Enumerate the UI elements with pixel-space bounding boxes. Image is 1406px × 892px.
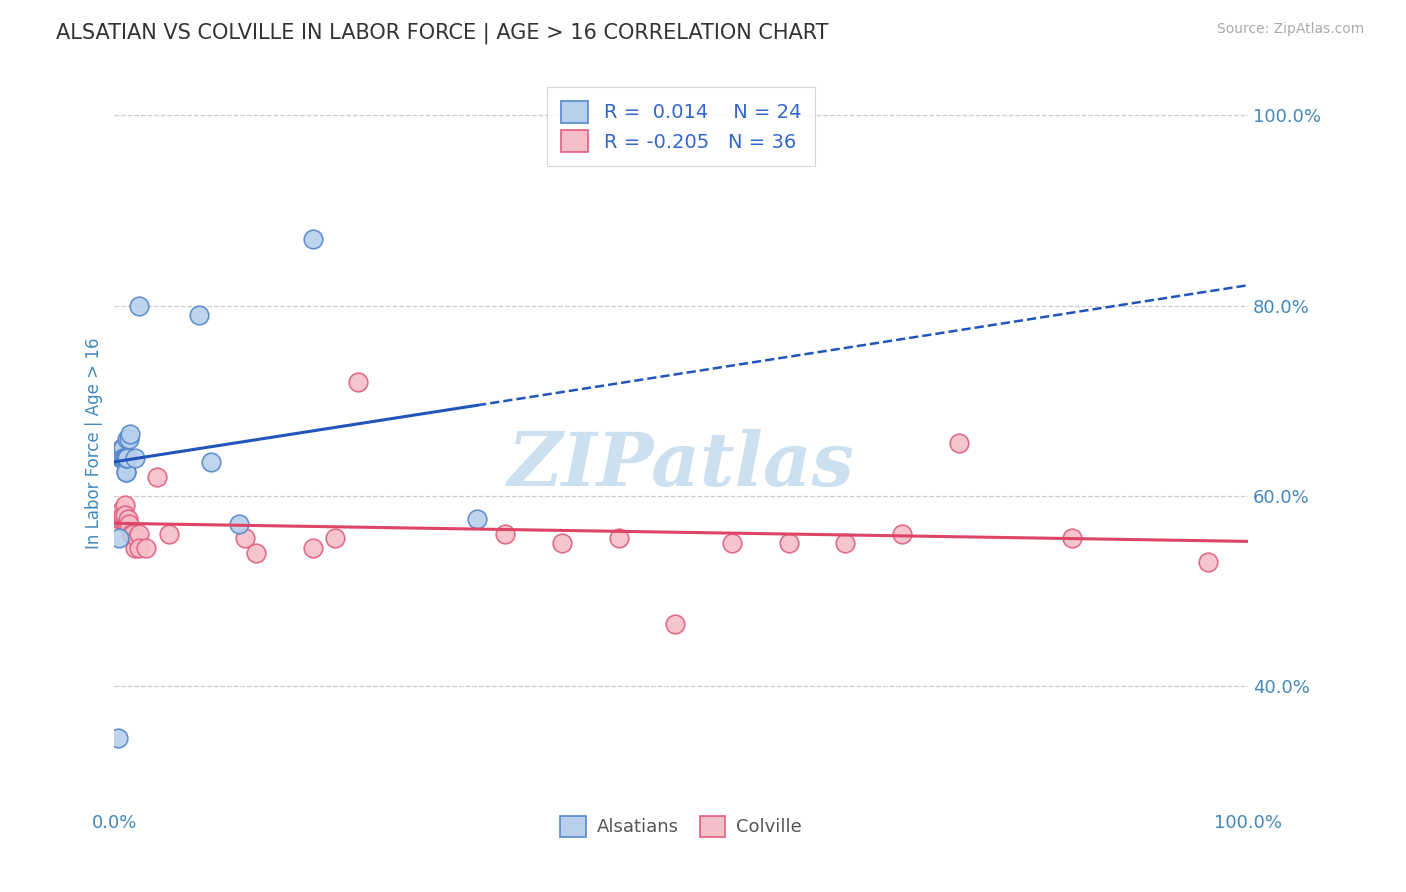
Point xyxy=(114,508,136,522)
Point xyxy=(228,517,250,532)
Point xyxy=(157,526,180,541)
Point xyxy=(120,526,142,541)
Point xyxy=(114,450,136,465)
Point xyxy=(114,465,136,479)
Point xyxy=(124,541,146,555)
Point xyxy=(146,469,169,483)
Point xyxy=(233,531,256,545)
Point xyxy=(948,436,970,450)
Legend: Alsatians, Colville: Alsatians, Colville xyxy=(553,809,810,844)
Point xyxy=(112,441,135,455)
Text: ZIPatlas: ZIPatlas xyxy=(508,429,855,501)
Point xyxy=(551,536,574,550)
Point xyxy=(111,450,134,465)
Point xyxy=(128,541,150,555)
Point xyxy=(110,508,132,522)
Point xyxy=(112,508,135,522)
Point xyxy=(121,526,143,541)
Point xyxy=(125,531,148,545)
Point xyxy=(465,512,488,526)
Point xyxy=(664,616,686,631)
Point xyxy=(115,517,138,532)
Point xyxy=(301,541,323,555)
Point xyxy=(114,455,136,469)
Point xyxy=(108,531,131,545)
Point xyxy=(112,512,135,526)
Point xyxy=(110,450,132,465)
Point xyxy=(245,545,267,559)
Point xyxy=(107,731,129,745)
Point xyxy=(1197,555,1219,569)
Point xyxy=(117,512,139,526)
Point xyxy=(115,450,138,465)
Point xyxy=(124,450,146,465)
Point xyxy=(115,432,138,446)
Point xyxy=(135,541,157,555)
Point xyxy=(112,450,135,465)
Point xyxy=(118,517,141,532)
Point xyxy=(721,536,744,550)
Point xyxy=(120,426,142,441)
Y-axis label: In Labor Force | Age > 16: In Labor Force | Age > 16 xyxy=(86,337,103,549)
Text: ALSATIAN VS COLVILLE IN LABOR FORCE | AGE > 16 CORRELATION CHART: ALSATIAN VS COLVILLE IN LABOR FORCE | AG… xyxy=(56,22,828,44)
Point xyxy=(1062,531,1084,545)
Point xyxy=(114,450,136,465)
Point xyxy=(607,531,630,545)
Point xyxy=(114,465,136,479)
Point xyxy=(891,526,914,541)
Point xyxy=(188,308,211,322)
Point xyxy=(347,375,370,389)
Point xyxy=(200,455,222,469)
Text: Source: ZipAtlas.com: Source: ZipAtlas.com xyxy=(1216,22,1364,37)
Point xyxy=(834,536,856,550)
Point xyxy=(128,298,150,312)
Point xyxy=(325,531,347,545)
Point xyxy=(108,512,131,526)
Point xyxy=(118,432,141,446)
Point xyxy=(114,450,136,465)
Point xyxy=(301,232,323,246)
Point xyxy=(128,526,150,541)
Point xyxy=(494,526,516,541)
Point xyxy=(111,503,134,517)
Point xyxy=(114,498,136,512)
Point xyxy=(108,512,131,526)
Point xyxy=(111,441,134,455)
Point xyxy=(778,536,800,550)
